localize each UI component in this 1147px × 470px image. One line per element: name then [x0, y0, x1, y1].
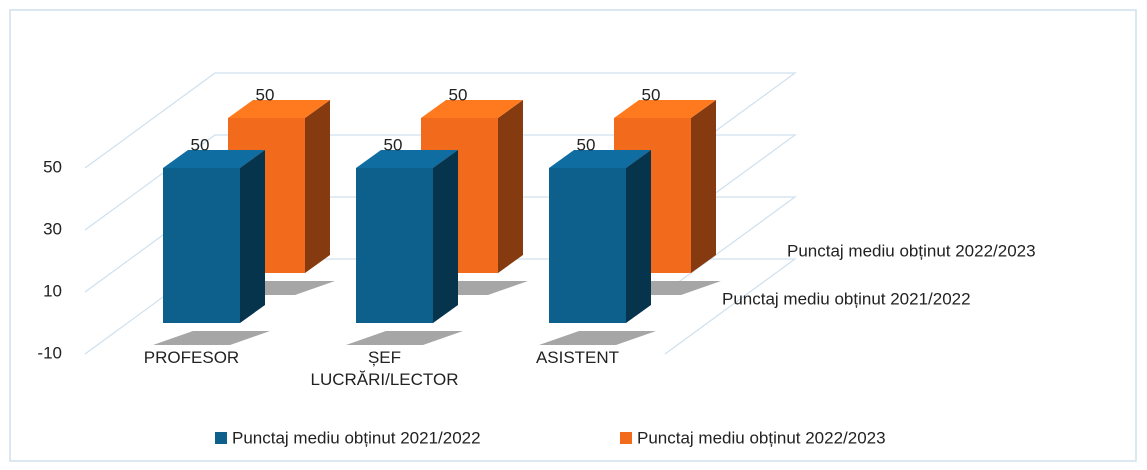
data-label: 50	[256, 85, 275, 104]
data-label: 50	[642, 85, 661, 104]
bar-side	[305, 100, 330, 273]
bar-top	[228, 100, 330, 118]
bar-top	[614, 100, 716, 118]
bar-side	[626, 150, 651, 323]
bar-side	[498, 100, 523, 273]
x-tick-label: ȘEF LUCRĂRI/LECTOR	[310, 348, 459, 389]
bar-shadow	[346, 331, 463, 345]
bar	[549, 168, 626, 323]
bar-shadow	[539, 331, 656, 345]
bar-side	[691, 100, 716, 273]
y-tick-label: 30	[43, 219, 62, 238]
data-label: 50	[449, 85, 468, 104]
bar-top	[549, 150, 651, 168]
y-tick-label: 50	[43, 157, 62, 176]
bar-side	[240, 150, 265, 323]
bar-top	[356, 150, 458, 168]
bar	[356, 168, 433, 323]
data-label: 50	[384, 135, 403, 154]
bar-shadow	[153, 331, 270, 345]
depth-axis-label: Punctaj mediu obținut 2021/2022	[722, 289, 971, 308]
depth-axis-label: Punctaj mediu obținut 2022/2023	[787, 241, 1036, 260]
y-tick-label: -10	[37, 343, 62, 362]
legend-label: Punctaj mediu obținut 2022/2023	[637, 428, 886, 447]
chart-border	[9, 9, 1137, 462]
bar-top	[163, 150, 265, 168]
bar	[163, 168, 240, 323]
bar-side	[433, 150, 458, 323]
data-label: 50	[191, 135, 210, 154]
grid-line	[84, 72, 797, 169]
legend-swatch	[620, 432, 632, 444]
x-tick-label: PROFESOR	[143, 348, 240, 367]
legend-swatch	[215, 432, 227, 444]
x-tick-label: ASISTENT	[535, 348, 620, 367]
legend-label: Punctaj mediu obținut 2021/2022	[232, 428, 481, 447]
data-label: 50	[577, 135, 596, 154]
bar-top	[421, 100, 523, 118]
y-tick-label: 10	[43, 281, 62, 300]
